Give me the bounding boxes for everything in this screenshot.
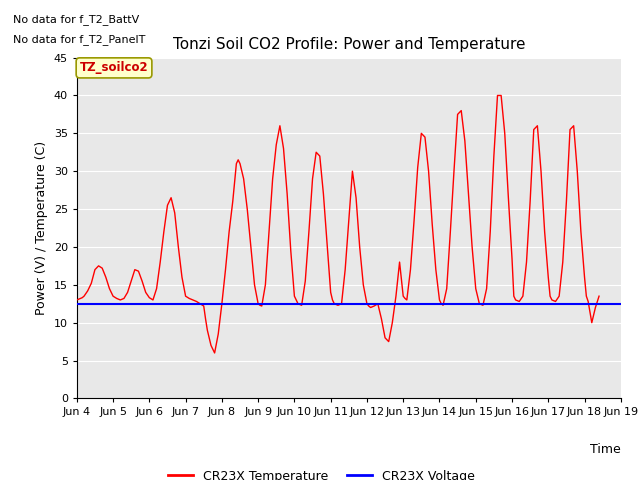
- Title: Tonzi Soil CO2 Profile: Power and Temperature: Tonzi Soil CO2 Profile: Power and Temper…: [173, 37, 525, 52]
- Y-axis label: Power (V) / Temperature (C): Power (V) / Temperature (C): [35, 141, 48, 315]
- Legend: CR23X Temperature, CR23X Voltage: CR23X Temperature, CR23X Voltage: [163, 465, 480, 480]
- Text: No data for f_T2_BattV: No data for f_T2_BattV: [13, 14, 139, 25]
- Text: No data for f_T2_PanelT: No data for f_T2_PanelT: [13, 34, 145, 45]
- Text: Time: Time: [590, 443, 621, 456]
- Text: TZ_soilco2: TZ_soilco2: [80, 61, 148, 74]
